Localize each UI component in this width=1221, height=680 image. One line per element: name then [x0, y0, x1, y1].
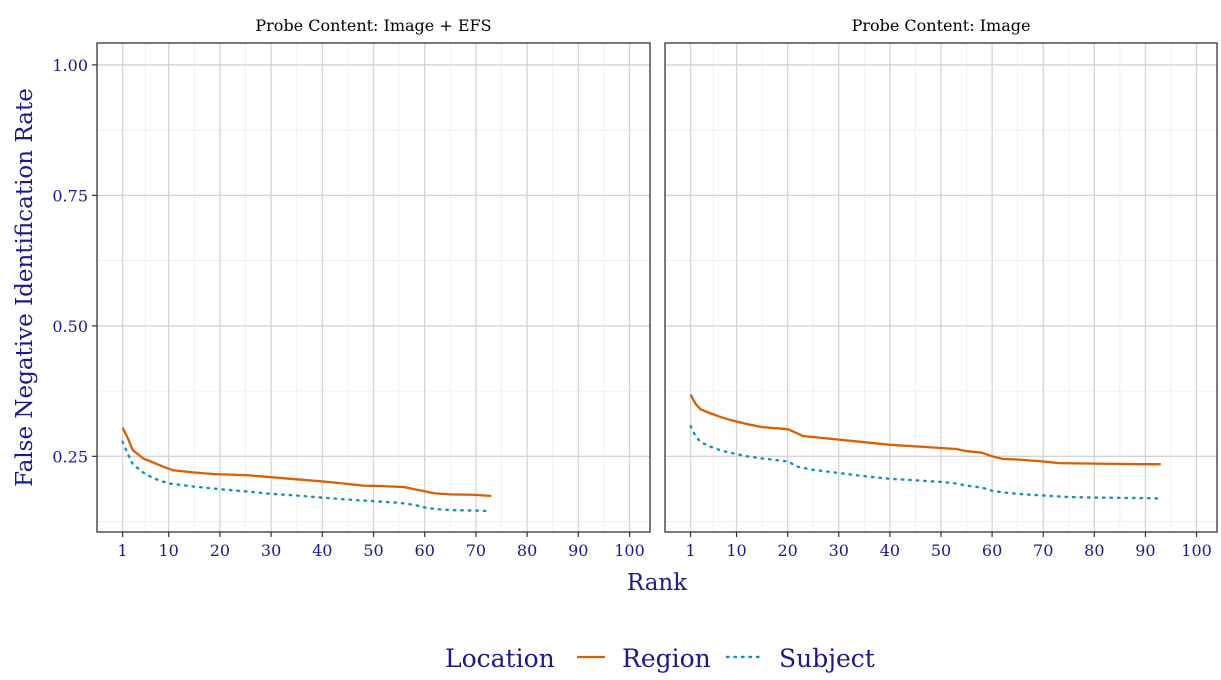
- legend-title: Location: [445, 644, 555, 673]
- x-tick-label: 70: [466, 541, 486, 560]
- legend-label-region: Region: [622, 644, 711, 673]
- x-tick-label: 50: [931, 541, 951, 560]
- x-tick-label: 80: [517, 541, 537, 560]
- x-tick-label: 70: [1033, 541, 1053, 560]
- series-line-subject: [689, 424, 1163, 500]
- x-tick-label: 40: [880, 541, 900, 560]
- x-tick-label: 20: [777, 541, 797, 560]
- legend-label-subject: Subject: [779, 644, 875, 673]
- series-line-subject: [121, 440, 493, 513]
- series-line-region: [689, 394, 1161, 466]
- x-tick-label: 10: [159, 541, 179, 560]
- x-tick-label: 10: [726, 541, 746, 560]
- panel-2: Probe Content: Image 1 10 20 30 40 50 60 70 80 90 1…: [664, 16, 1218, 560]
- y-tick-label: 0.75: [52, 186, 88, 205]
- x-tick-label: 60: [982, 541, 1002, 560]
- y-tick-label: 0.25: [52, 447, 88, 466]
- legend: Location Region Subject: [445, 644, 875, 673]
- x-tick-label: 1: [118, 541, 128, 560]
- x-tick-label: 1: [685, 541, 695, 560]
- x-tick-label: 50: [363, 541, 383, 560]
- x-tick-label: 100: [1181, 541, 1212, 560]
- series-line-region: [121, 427, 492, 498]
- x-tick-label: 30: [261, 541, 281, 560]
- x-tick-label: 30: [829, 541, 849, 560]
- x-tick-label: 60: [415, 541, 435, 560]
- panel-title: Probe Content: Image: [852, 16, 1031, 35]
- y-axis-title: False Negative Identification Rate: [12, 88, 38, 487]
- panel-1: Probe Content: Image + EFS 1 10 20 30 40 50 60 7…: [96, 16, 651, 560]
- x-tick-label: 100: [614, 541, 645, 560]
- y-tick-label: 0.50: [52, 317, 88, 336]
- x-tick-label: 90: [1135, 541, 1155, 560]
- x-tick-label: 80: [1084, 541, 1104, 560]
- x-tick-label: 40: [312, 541, 332, 560]
- panel-title: Probe Content: Image + EFS: [255, 16, 491, 35]
- x-tick-label: 20: [210, 541, 230, 560]
- y-tick-label: 1.00: [52, 56, 88, 75]
- x-tick-label: 90: [568, 541, 588, 560]
- x-axis-title: Rank: [627, 570, 688, 596]
